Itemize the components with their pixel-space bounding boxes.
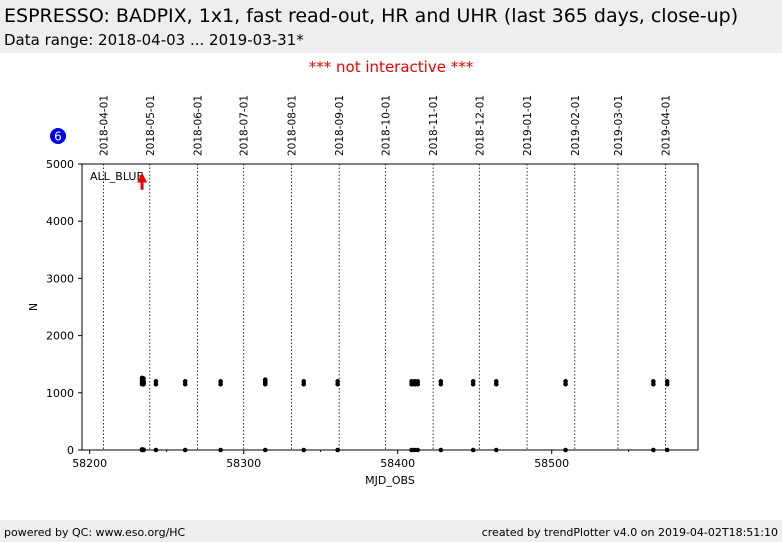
data-point: [493, 447, 499, 453]
data-point: [664, 447, 670, 453]
count-badge-circle: [50, 128, 66, 144]
data-point: [438, 447, 444, 453]
x-tick-label: 58300: [226, 457, 261, 470]
y-tick-label: 1000: [46, 387, 74, 400]
data-point: [218, 447, 223, 453]
date-marker-label: 2018-09-01: [334, 95, 346, 156]
footer-bar: powered by QC: www.eso.org/HC created by…: [0, 520, 782, 542]
data-point: [415, 379, 421, 384]
legend-label: ALL_BLUE: [90, 170, 143, 183]
data-point: [563, 447, 568, 453]
page-title: ESPRESSO: BADPIX, 1x1, fast read-out, HR…: [4, 5, 739, 27]
data-point: [262, 377, 268, 382]
date-marker-label: 2019-01-01: [522, 95, 534, 156]
date-marker-label: 2018-05-01: [145, 95, 157, 156]
count-badge: 6: [50, 128, 66, 144]
date-marker-label: 2019-02-01: [570, 95, 582, 156]
data-point: [415, 447, 421, 453]
y-axis-label: N: [27, 303, 40, 311]
x-axis-label: MJD_OBS: [365, 474, 415, 487]
data-point: [651, 379, 656, 384]
data-point: [182, 447, 188, 453]
x-tick-label: 58200: [72, 457, 107, 470]
y-tick-label: 4000: [46, 215, 74, 228]
date-marker-label: 2018-12-01: [474, 95, 486, 156]
not-interactive-notice: *** not interactive ***: [308, 58, 474, 76]
data-point: [493, 379, 499, 384]
data-point: [141, 376, 146, 381]
data-point: [651, 447, 656, 453]
data-range-subtitle: Data range: 2018-04-03 ... 2019-03-31*: [4, 31, 304, 49]
data-point: [141, 380, 146, 386]
y-tick-label: 2000: [46, 330, 74, 343]
plot-frame: [81, 163, 699, 451]
date-marker-label: 2018-07-01: [239, 95, 251, 156]
data-point: [301, 379, 307, 384]
date-marker-label: 2018-11-01: [428, 95, 440, 156]
data-point: [335, 379, 340, 384]
data-point: [470, 447, 476, 453]
count-badge-value: 6: [54, 130, 62, 144]
date-marker-label: 2018-10-01: [380, 95, 392, 156]
date-marker-label: 2018-08-01: [286, 95, 298, 156]
footer-powered-by: powered by QC: www.eso.org/HC: [4, 526, 186, 539]
date-marker-label: 2018-04-01: [99, 95, 111, 156]
date-marker-label: 2019-03-01: [613, 95, 625, 156]
data-point: [182, 379, 188, 384]
data-point: [438, 379, 444, 384]
data-point: [563, 379, 568, 384]
y-tick-label: 3000: [46, 272, 74, 285]
y-tick-label: 0: [67, 444, 74, 457]
date-marker-label: 2018-06-01: [193, 95, 205, 156]
data-point: [141, 447, 146, 453]
data-point: [301, 447, 307, 453]
data-point: [218, 379, 223, 384]
footer-created-by: created by trendPlotter v4.0 on 2019-04-…: [481, 526, 778, 539]
outlier-arrow-head: [137, 172, 148, 183]
data-point: [470, 379, 476, 384]
x-tick-label: 58400: [380, 457, 415, 470]
data-point: [664, 379, 670, 384]
date-marker-label: 2019-04-01: [661, 95, 673, 156]
data-point: [335, 447, 340, 453]
data-point: [153, 447, 159, 453]
data-point: [153, 379, 159, 384]
x-tick-label: 58500: [534, 457, 569, 470]
header-bar: ESPRESSO: BADPIX, 1x1, fast read-out, HR…: [0, 0, 782, 53]
data-point: [262, 447, 268, 453]
y-tick-label: 5000: [46, 158, 74, 171]
